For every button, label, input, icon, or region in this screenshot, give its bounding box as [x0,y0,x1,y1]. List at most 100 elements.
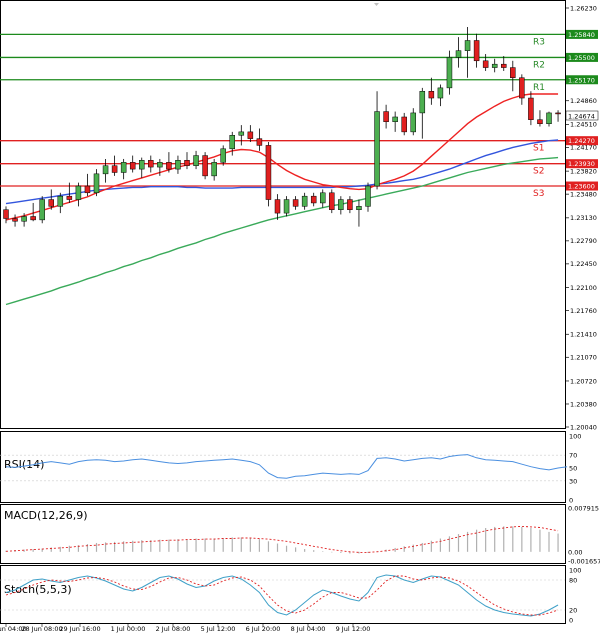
candle-body [175,160,181,170]
candle-body [482,60,489,68]
rsi-line [5,454,568,479]
candle-body [111,165,118,173]
main-y-tick-label: 1.23820 [570,167,597,175]
candle-body [129,162,136,170]
candle-body [75,185,82,200]
candle-body [292,199,299,207]
candle-body [437,87,444,99]
level-value-s2: 1.23930 [568,160,595,168]
main-y-axis: 1.26230 1.25840 1.25500 1.25170 1.24860 1.245… [565,4,597,431]
candle-body [473,40,480,62]
stoch-d-line [5,575,559,616]
x-tick-label: 1 Jul 00:00 [111,625,146,633]
candle-body [320,192,326,204]
level-tag-r3 [566,29,598,39]
candle-body [501,63,507,68]
rsi-level-label: 50 [569,465,577,473]
x-tick-label: 5 Jul 12:00 [201,625,236,633]
candle-body [220,148,226,163]
main-y-tick-label: 1.24170 [570,144,597,152]
rsi-y-axis: 100 70 50 30 0 [0,433,581,505]
candle-body [329,192,335,210]
x-tick-label: 2 Jul 08:00 [156,625,191,633]
candle-body [383,111,389,122]
candle-body [392,116,398,122]
scroll-marker-icon[interactable] [374,3,379,6]
main-y-tick-label: 1.22450 [570,260,597,268]
main-y-tick-label: 1.24510 [570,121,597,129]
candle-body [455,50,462,58]
stoch-panel [0,565,566,624]
level-value-r1: 1.25170 [568,76,595,84]
candle-body [229,135,235,150]
candle-body [148,160,154,168]
stoch-y-axis: 100 80 20 0 [0,567,581,625]
candle-body [3,209,9,219]
candle-body [347,199,353,210]
x-tick-label: 8 Jul 04:00 [291,625,326,633]
current-price-label: 1.24674 [568,113,595,121]
main-y-tick-label: 1.20720 [570,377,597,385]
candle-body [202,155,208,177]
stoch-level-label: 80 [569,577,577,585]
candle-body [39,199,45,221]
level-name-r3: R3 [533,37,545,47]
candle-body [356,206,362,210]
candle-body [93,173,100,194]
rsi-panel [0,431,566,503]
ma-green-line [5,156,559,306]
candle-body [274,199,281,214]
support-resistance-levels: R3 1.25840 R2 1.25500 R1 1.25170 S1 1.24270 S2 1.… [0,29,598,199]
stoch-level-label: 0 [569,617,573,625]
rsi-level-label: 70 [569,452,577,460]
candle-body [283,199,290,214]
level-tag-r2 [566,52,598,62]
candle-body [338,199,344,210]
main-y-tick-label: 1.24860 [570,97,597,105]
macd-signal-line [5,525,559,553]
candle-body [265,145,272,200]
candle-body [120,162,127,173]
stoch-k-line [5,574,559,617]
macd-plot [5,525,559,554]
main-y-tick-label: 1.21070 [570,354,597,362]
candle-body [102,165,109,175]
candle-body [519,77,525,99]
candle-body [546,112,552,124]
rsi-level-label: 0 [569,497,573,505]
candle-body [84,185,91,194]
level-value-r3: 1.25840 [568,31,595,39]
level-name-s3: S3 [533,189,544,199]
macd-level-label: 0.007915 [568,505,599,513]
x-tick-label: 6 Jul 20:00 [246,625,281,633]
level-tag-s3 [566,181,598,191]
candle-body [57,195,64,207]
panel-frames [0,0,566,624]
stoch-level-label: 20 [569,607,577,615]
stoch-level-label: 100 [569,567,581,575]
main-y-tick-label: 1.20040 [570,423,597,431]
main-price-panel [0,0,566,429]
macd-panel [0,504,566,564]
candle-body [238,131,245,136]
rsi-level-label: 30 [569,477,577,485]
candle-body [428,91,435,99]
main-y-tick-label: 1.21760 [570,307,597,315]
candle-body [446,57,453,89]
current-price-tag: 1.24674 [565,110,599,121]
candle-body [184,160,190,166]
candle-body [528,97,534,120]
ma-blue-line [5,139,559,205]
candle-body [48,199,54,207]
main-y-tick-label: 1.23480 [570,190,597,198]
rsi-label: RSI(14) [4,458,44,471]
candle-body [510,67,516,78]
main-y-tick-label: 1.21410 [570,331,597,339]
macd-level-label: 0.00 [568,548,582,556]
moving-averages [5,93,559,306]
rsi-level-label: 100 [569,433,581,441]
candle-body [491,63,498,68]
candle-body [256,138,263,146]
candle-body [374,111,380,187]
main-y-tick-label: 1.22790 [570,237,597,245]
